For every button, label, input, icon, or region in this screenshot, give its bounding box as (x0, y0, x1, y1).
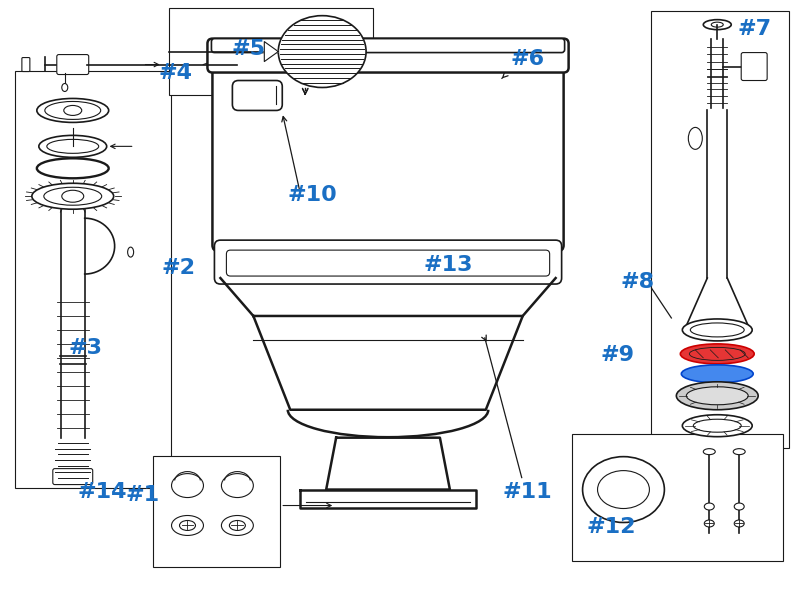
Ellipse shape (703, 20, 731, 29)
Ellipse shape (62, 83, 68, 91)
FancyBboxPatch shape (651, 11, 789, 448)
Text: #2: #2 (162, 258, 195, 278)
Polygon shape (326, 437, 450, 490)
Ellipse shape (230, 520, 246, 530)
Ellipse shape (682, 415, 752, 437)
Ellipse shape (32, 183, 114, 209)
Ellipse shape (734, 520, 744, 527)
Text: #10: #10 (287, 185, 337, 205)
FancyBboxPatch shape (207, 38, 569, 73)
Text: #3: #3 (69, 338, 102, 358)
FancyBboxPatch shape (232, 80, 282, 110)
FancyBboxPatch shape (22, 58, 30, 71)
Ellipse shape (179, 520, 195, 530)
Ellipse shape (682, 365, 753, 383)
Ellipse shape (703, 449, 715, 455)
Text: #12: #12 (586, 517, 636, 538)
Text: #9: #9 (601, 345, 634, 365)
Ellipse shape (44, 187, 102, 205)
Ellipse shape (222, 515, 254, 535)
Text: #13: #13 (423, 255, 473, 275)
Polygon shape (264, 41, 278, 62)
Polygon shape (254, 316, 522, 410)
Ellipse shape (128, 247, 134, 257)
FancyBboxPatch shape (53, 469, 93, 485)
FancyBboxPatch shape (211, 38, 565, 53)
Ellipse shape (694, 419, 742, 432)
Ellipse shape (686, 387, 748, 405)
Ellipse shape (690, 347, 745, 361)
Ellipse shape (278, 16, 366, 88)
Ellipse shape (704, 520, 714, 527)
Ellipse shape (171, 515, 203, 535)
FancyBboxPatch shape (226, 250, 550, 276)
Ellipse shape (62, 190, 84, 202)
Ellipse shape (222, 473, 254, 497)
Ellipse shape (682, 319, 752, 341)
FancyBboxPatch shape (742, 53, 767, 80)
Ellipse shape (734, 503, 744, 510)
Ellipse shape (711, 22, 723, 27)
Ellipse shape (704, 503, 714, 510)
Ellipse shape (39, 136, 106, 157)
Ellipse shape (680, 344, 754, 364)
Ellipse shape (37, 98, 109, 122)
Text: #1: #1 (126, 485, 160, 505)
FancyBboxPatch shape (214, 240, 562, 284)
Ellipse shape (688, 127, 702, 149)
FancyBboxPatch shape (213, 58, 564, 251)
Text: #5: #5 (231, 38, 266, 59)
Ellipse shape (37, 158, 109, 178)
Ellipse shape (598, 470, 650, 509)
FancyBboxPatch shape (169, 8, 373, 95)
Text: #11: #11 (503, 482, 553, 502)
Ellipse shape (676, 382, 758, 410)
Text: #6: #6 (510, 49, 545, 68)
FancyBboxPatch shape (15, 71, 170, 488)
Ellipse shape (734, 449, 745, 455)
Ellipse shape (45, 101, 101, 119)
Ellipse shape (582, 457, 664, 523)
FancyBboxPatch shape (153, 455, 280, 568)
FancyBboxPatch shape (57, 55, 89, 74)
Text: #8: #8 (620, 272, 654, 292)
Text: #4: #4 (158, 62, 193, 83)
Text: #7: #7 (737, 19, 771, 38)
Text: #14: #14 (78, 482, 127, 502)
FancyBboxPatch shape (572, 434, 783, 562)
Polygon shape (300, 490, 476, 508)
Ellipse shape (47, 139, 98, 154)
Ellipse shape (64, 106, 82, 115)
Ellipse shape (690, 323, 744, 337)
Ellipse shape (171, 473, 203, 497)
